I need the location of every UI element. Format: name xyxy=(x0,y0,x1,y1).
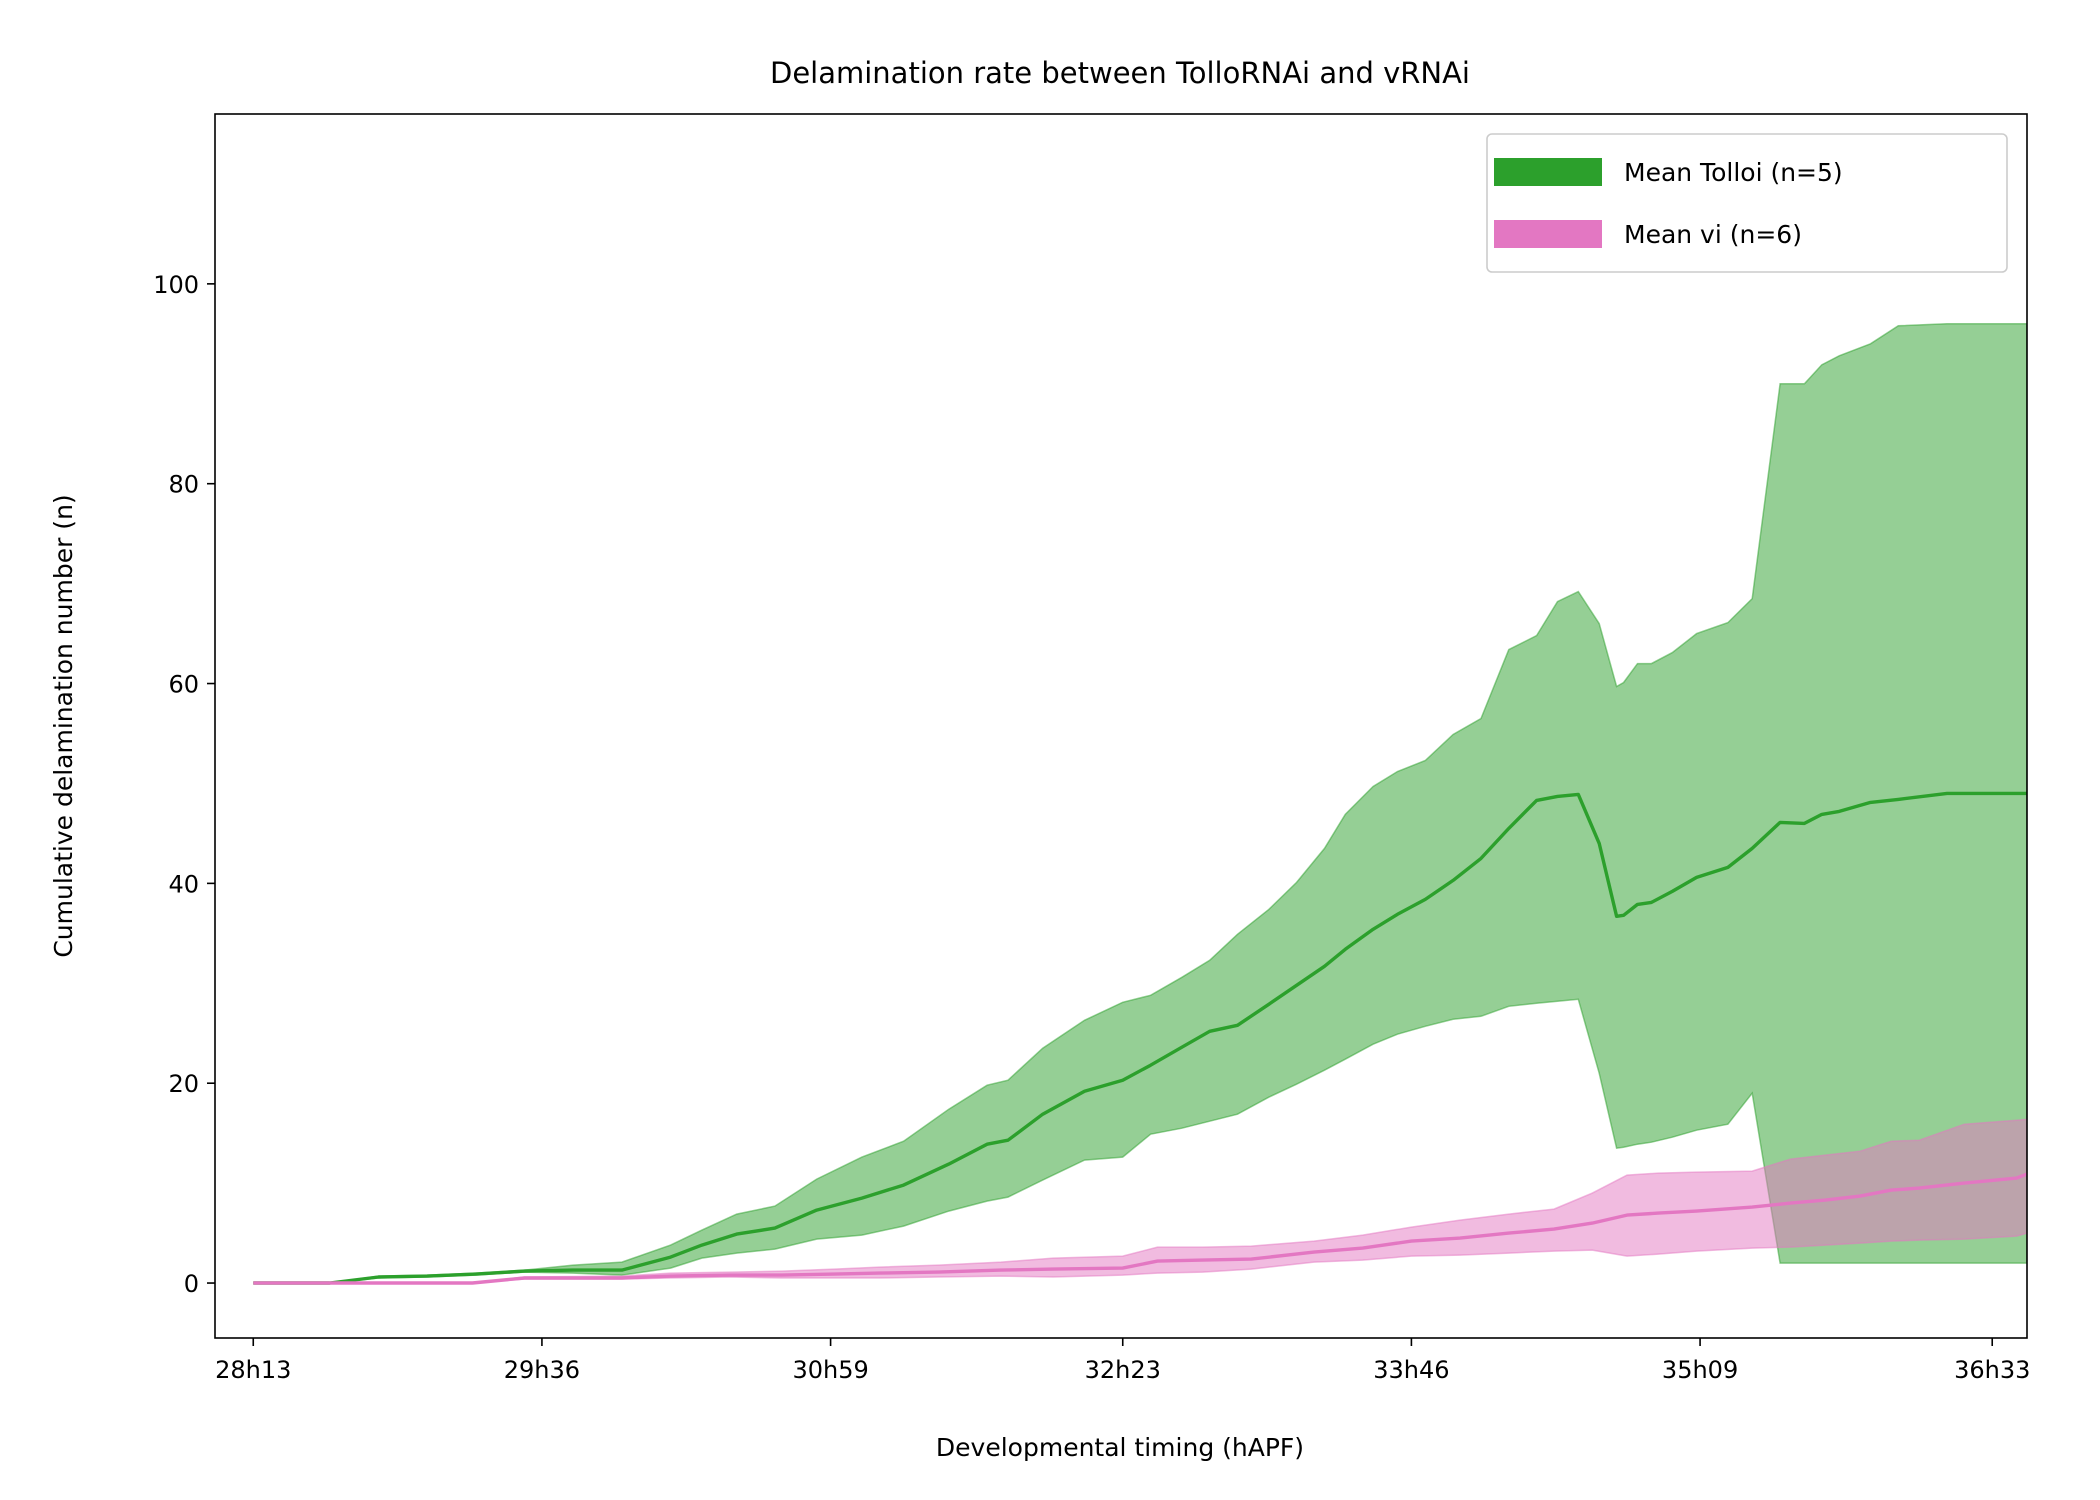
legend-swatch-vi xyxy=(1494,220,1602,248)
x-tick-label: 28h13 xyxy=(215,1356,291,1384)
x-tick-label: 36h33 xyxy=(1954,1356,2030,1384)
y-tick-label: 100 xyxy=(153,271,199,299)
y-tick-label: 0 xyxy=(184,1270,199,1298)
legend-label-vi: Mean vi (n=6) xyxy=(1624,220,1802,249)
x-axis-label: Developmental timing (hAPF) xyxy=(936,1433,1304,1462)
y-tick-label: 60 xyxy=(168,671,199,699)
x-tick-label: 29h36 xyxy=(504,1356,580,1384)
band-vi xyxy=(253,1118,2027,1284)
y-axis-label: Cumulative delamination number (n) xyxy=(49,494,78,957)
plot-area xyxy=(214,113,2028,1339)
y-tick-label: 20 xyxy=(168,1070,199,1098)
chart-title: Delamination rate between TolloRNAi and … xyxy=(770,56,1470,90)
x-axis: 28h13 29h36 30h59 32h23 33h46 35h09 36h33 xyxy=(215,1338,2030,1384)
x-tick-label: 35h09 xyxy=(1662,1356,1738,1384)
y-tick-label: 40 xyxy=(168,870,199,898)
x-tick-label: 33h46 xyxy=(1373,1356,1449,1384)
y-axis: 0 20 40 60 80 100 xyxy=(153,271,215,1298)
plot-frame xyxy=(214,113,2028,1339)
line-tolloi xyxy=(253,791,2027,1285)
legend-label-tolloi: Mean Tolloi (n=5) xyxy=(1624,158,1843,187)
x-tick-label: 30h59 xyxy=(792,1356,868,1384)
legend-swatch-tolloi xyxy=(1494,158,1602,186)
y-tick-label: 80 xyxy=(168,471,199,499)
confidence-bands xyxy=(253,323,2027,1284)
legend-frame xyxy=(1486,133,2008,273)
legend: Mean Tolloi (n=5) Mean vi (n=6) xyxy=(1486,133,2008,273)
x-tick-label: 32h23 xyxy=(1085,1356,1161,1384)
line-vi xyxy=(253,1172,2027,1285)
mean-lines xyxy=(253,791,2027,1285)
